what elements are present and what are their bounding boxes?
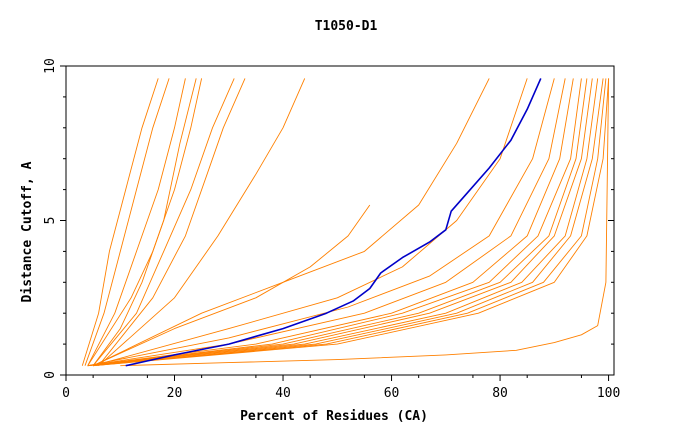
series-line bbox=[84, 78, 170, 366]
series-line bbox=[87, 78, 599, 367]
series-line bbox=[93, 78, 604, 367]
series-line bbox=[81, 78, 159, 366]
series-line bbox=[92, 78, 490, 367]
x-tick-label: 20 bbox=[167, 386, 183, 401]
series-line bbox=[87, 78, 574, 367]
x-tick-label: 100 bbox=[597, 386, 620, 401]
x-tick-label: 60 bbox=[384, 386, 400, 401]
ticks-layer: 0 20 40 60 80 100 0 5 10 bbox=[43, 58, 620, 401]
series-line bbox=[87, 78, 566, 367]
series-line bbox=[93, 78, 607, 367]
y-axis-label: Distance Cutoff, A bbox=[20, 161, 35, 302]
series-line bbox=[87, 78, 203, 366]
chart-title: T1050-D1 bbox=[315, 19, 378, 34]
highlighted-series-line bbox=[125, 78, 542, 367]
series-line bbox=[98, 78, 306, 367]
series-line bbox=[92, 78, 235, 366]
y-tick-label: 10 bbox=[43, 58, 58, 74]
x-tick-label: 0 bbox=[62, 386, 70, 401]
series-line bbox=[87, 78, 593, 367]
series-line bbox=[87, 78, 186, 366]
series-line bbox=[87, 78, 555, 367]
series-line bbox=[92, 78, 197, 366]
y-tick-label: 5 bbox=[43, 217, 58, 225]
x-tick-label: 40 bbox=[275, 386, 291, 401]
x-tick-label: 80 bbox=[492, 386, 508, 401]
series-layer bbox=[81, 78, 610, 367]
axes-layer bbox=[65, 65, 615, 376]
plot-frame bbox=[65, 65, 615, 376]
x-axis-label: Percent of Residues (CA) bbox=[240, 409, 428, 424]
series-line bbox=[98, 78, 246, 366]
series-line bbox=[93, 78, 610, 367]
series-line bbox=[87, 78, 582, 367]
y-tick-label: 0 bbox=[43, 371, 58, 379]
series-line bbox=[87, 78, 588, 367]
series-line bbox=[92, 78, 528, 367]
series-line bbox=[120, 78, 610, 367]
